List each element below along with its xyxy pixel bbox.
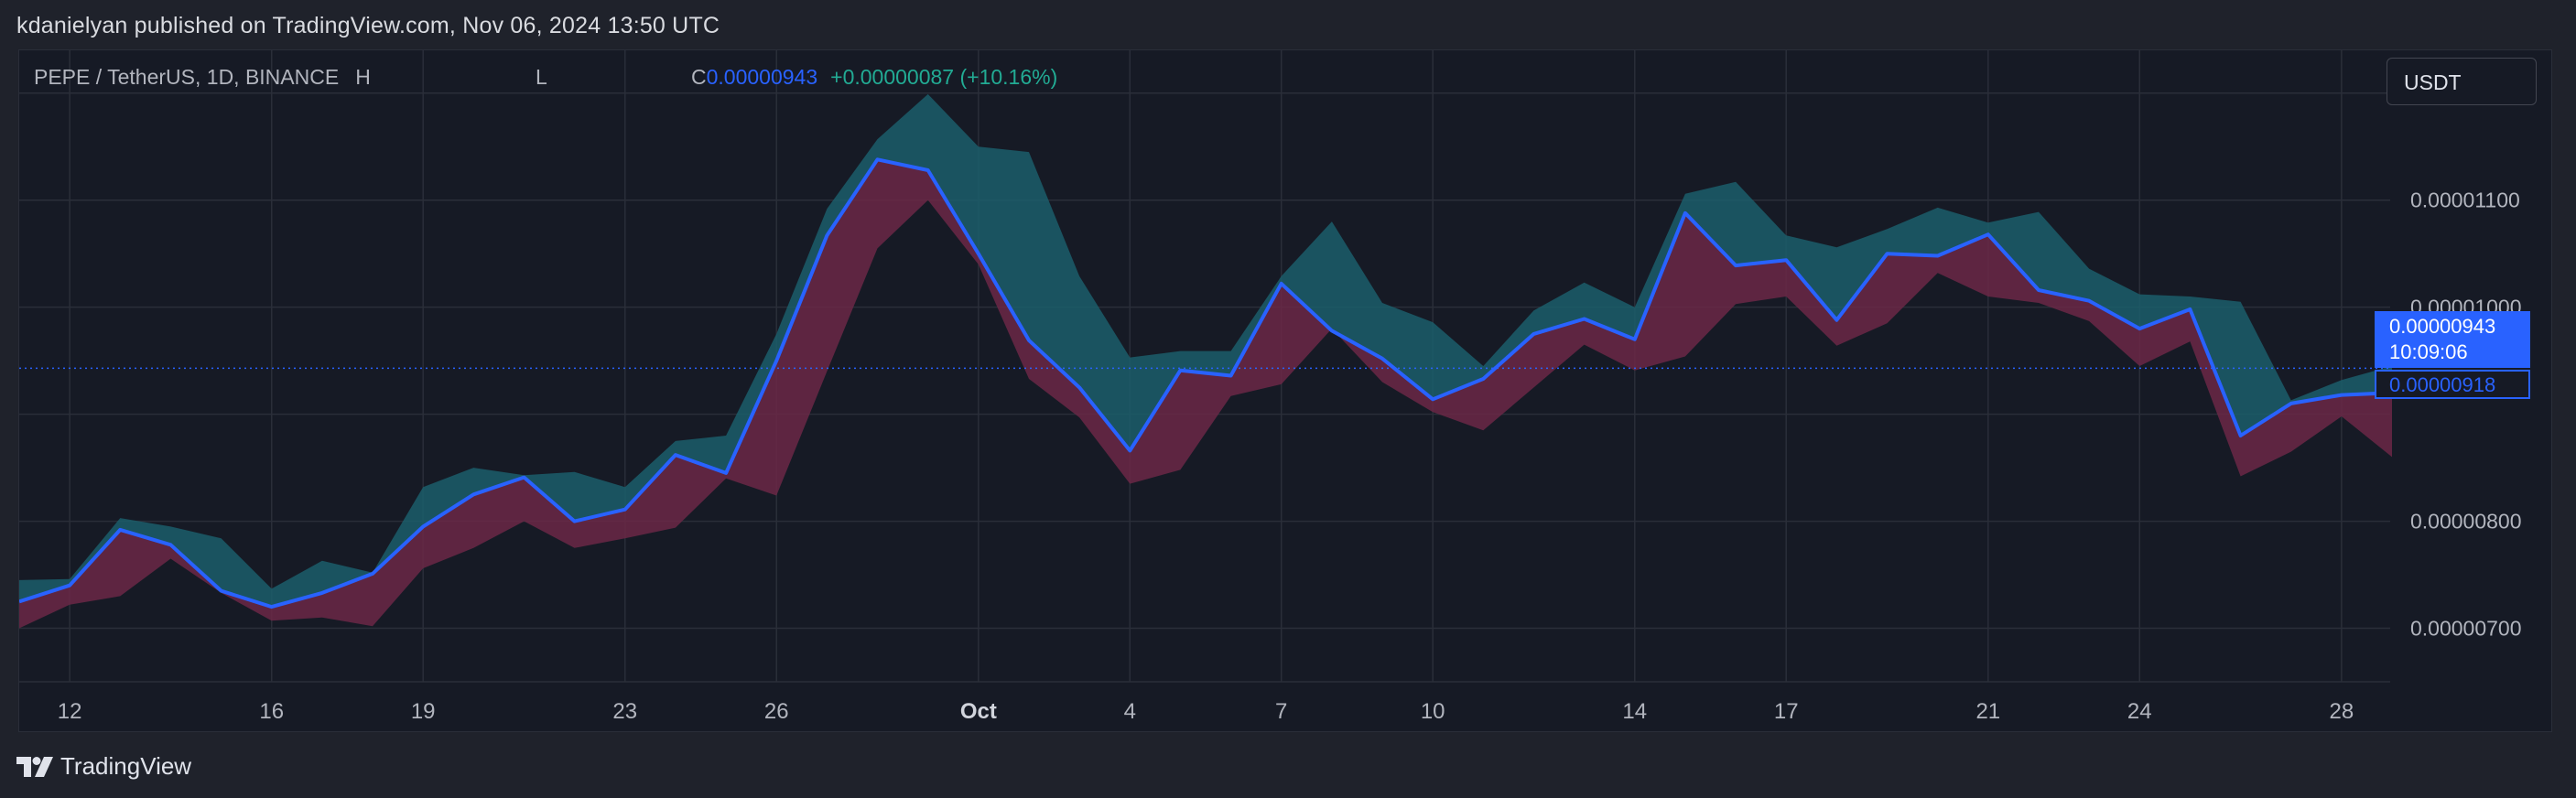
price-chart[interactable]: 0.000007000.000008000.000010000.00001100… (19, 50, 2552, 732)
x-tick-label: 17 (1774, 699, 1799, 724)
last-price-label: 0.00000943 10:09:06 (2375, 311, 2530, 368)
legend-symbol[interactable]: PEPE / TetherUS, 1D, BINANCE (34, 65, 340, 89)
tradingview-logo-icon (16, 756, 53, 777)
chart-panel[interactable]: 0.00000700 0.00000800 0.00001000 0.00001100… (18, 49, 2552, 732)
x-tick-label: 16 (259, 699, 284, 724)
x-tick-label: 28 (2329, 699, 2354, 724)
published-header: kdanielyan published on TradingView.com,… (16, 13, 720, 38)
y-tick-label: 0.00000700 (2410, 617, 2522, 641)
y-tick-label: 0.00001100 (2410, 189, 2520, 212)
chart-legend: PEPE / TetherUS, 1D, BINANCE H L C0.00000… (34, 65, 1057, 90)
x-tick-label: 7 (1275, 699, 1287, 724)
legend-high-label: H (355, 65, 371, 89)
footer-branding[interactable]: TradingView (16, 752, 191, 781)
x-tick-label: Oct (960, 699, 997, 724)
last-price-value: 0.00000943 (2389, 315, 2496, 338)
footer-brand-text: TradingView (60, 752, 192, 780)
legend-change-value: +0.00000087 (+10.16%) (830, 65, 1058, 89)
legend-close-label: C (691, 65, 707, 89)
x-tick-label: 19 (411, 699, 436, 724)
x-tick-label: 14 (1622, 699, 1647, 724)
x-tick-label: 12 (58, 699, 82, 724)
bar-countdown: 10:09:06 (2389, 340, 2468, 363)
previous-price-label: 0.00000918 (2375, 370, 2530, 399)
currency-button[interactable]: USDT (2387, 58, 2537, 105)
x-tick-label: 4 (1124, 699, 1136, 724)
close-series-line (19, 157, 2393, 609)
x-tick-label: 24 (2127, 699, 2152, 724)
x-tick-label: 23 (612, 699, 637, 724)
legend-low-label: L (536, 65, 547, 89)
x-tick-label: 10 (1421, 699, 1445, 724)
legend-close-value: 0.00000943 (706, 65, 818, 89)
upper-band-fill (19, 93, 2392, 608)
x-tick-label: 26 (764, 699, 789, 724)
y-tick-label: 0.00000800 (2410, 510, 2522, 534)
x-tick-label: 21 (1975, 699, 2000, 724)
